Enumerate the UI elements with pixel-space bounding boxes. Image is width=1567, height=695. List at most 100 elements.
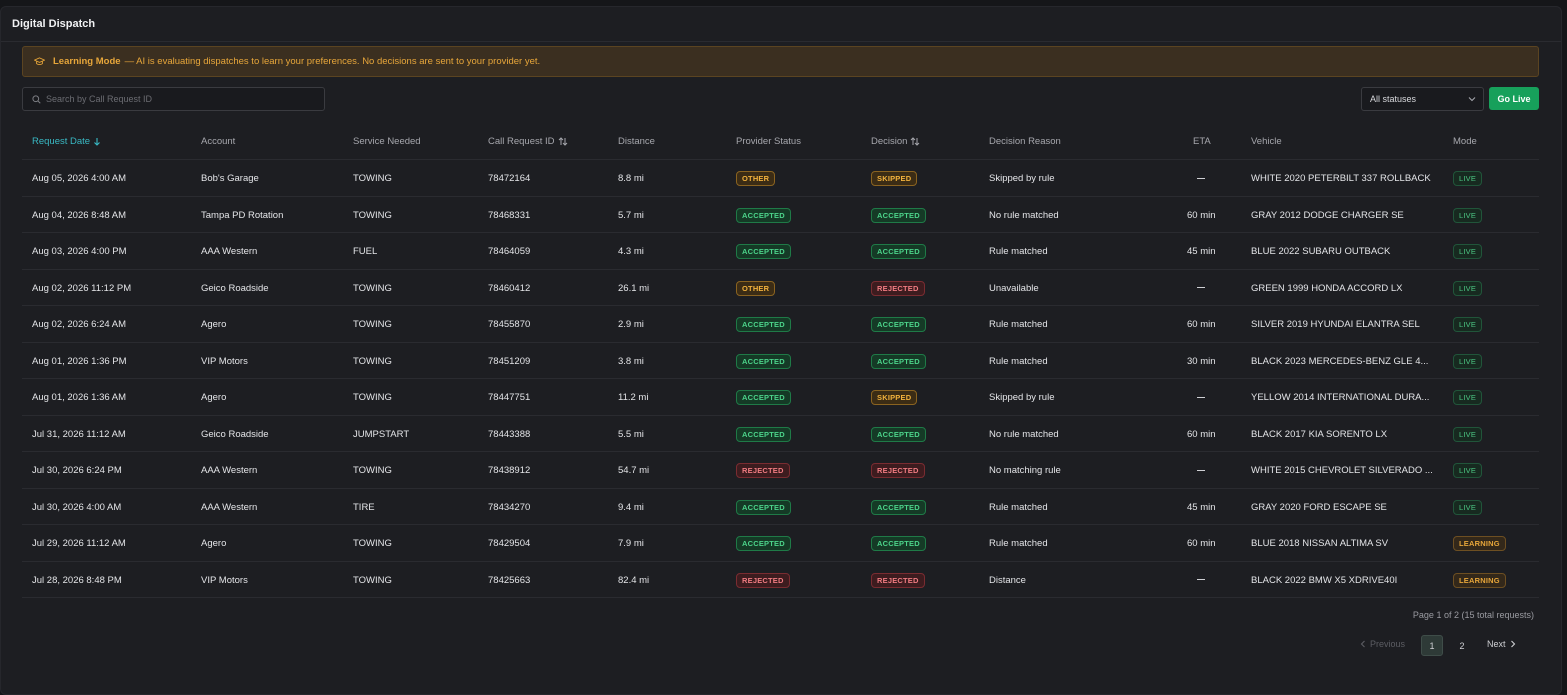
provider-status-badge: ACCEPTED — [736, 207, 791, 223]
mode-badge: LIVE — [1453, 390, 1483, 405]
cell-distance: 3.8 mi — [618, 355, 644, 367]
page-1-button[interactable]: 1 — [1421, 635, 1443, 656]
table-header: Request Date Account Service Needed Call… — [22, 124, 1539, 160]
table-row[interactable]: Aug 05, 2026 4:00 AM Bob's Garage TOWING 78… — [22, 160, 1539, 197]
col-request-date[interactable]: Request Date — [32, 136, 101, 147]
cell-vehicle: SILVER 2019 HYUNDAI ELANTRA SEL — [1251, 319, 1420, 330]
provider-status-badge: ACCEPTED — [736, 536, 791, 551]
mode-badge: LEARNING — [1453, 572, 1506, 588]
cell-decision-reason: No matching rule — [989, 465, 1061, 476]
cell-service: TOWING — [353, 282, 392, 294]
col-mode: Mode — [1453, 136, 1477, 147]
decision-badge: ACCEPTED — [871, 244, 926, 259]
cell-decision-reason: Rule matched — [989, 319, 1048, 330]
sort-desc-icon — [94, 138, 100, 146]
cell-vehicle: BLACK 2022 BMW X5 XDRIVE40I — [1251, 574, 1398, 586]
toolbar: All statuses Go Live — [22, 87, 1539, 111]
search-box[interactable] — [22, 87, 325, 111]
cell-call-id: 78455870 — [488, 319, 531, 330]
provider-status-badge: REJECTED — [736, 572, 790, 588]
dispatch-table: Request Date Account Service Needed Call… — [22, 124, 1539, 598]
table-row[interactable]: Aug 02, 2026 6:24 AM Agero TOWING 78455870 2… — [22, 306, 1539, 343]
provider-status-badge: ACCEPTED — [736, 426, 791, 442]
provider-status-badge: REJECTED — [736, 463, 790, 478]
page-2-button[interactable]: 2 — [1459, 640, 1465, 651]
cell-request-date: Aug 05, 2026 4:00 AM — [32, 173, 127, 184]
learning-mode-banner: Learning Mode — AI is evaluating dispatc… — [22, 46, 1539, 77]
col-eta: ETA — [1193, 136, 1211, 147]
col-decision[interactable]: Decision — [871, 136, 920, 147]
chevron-down-icon — [1468, 97, 1476, 102]
provider-status-badge: ACCEPTED — [736, 353, 791, 369]
table-row[interactable]: Aug 03, 2026 4:00 PM AAA Western FUEL 78464… — [22, 233, 1539, 270]
col-call-id[interactable]: Call Request ID — [488, 136, 568, 147]
cell-account: Geico Roadside — [201, 428, 269, 440]
cell-eta-empty — [1197, 575, 1205, 586]
cell-decision-reason: Rule matched — [989, 246, 1048, 257]
cell-service: FUEL — [353, 246, 378, 257]
provider-status-badge: ACCEPTED — [736, 499, 791, 515]
table-row[interactable]: Jul 30, 2026 4:00 AM AAA Western TIRE 78434… — [22, 489, 1539, 525]
table-row[interactable]: Aug 04, 2026 8:48 AM Tampa PD Rotation TOW… — [22, 197, 1539, 233]
cell-decision-reason: Unavailable — [989, 282, 1039, 294]
mode-badge: LIVE — [1453, 426, 1483, 442]
cell-decision-reason: Skipped by rule — [989, 173, 1055, 184]
cell-call-id: 78447751 — [488, 392, 531, 403]
cell-vehicle: BLACK 2023 MERCEDES-BENZ GLE 4... — [1251, 355, 1429, 367]
em-dash-icon — [1197, 396, 1205, 398]
go-live-button[interactable]: Go Live — [1489, 87, 1539, 110]
cell-request-date: Jul 29, 2026 11:12 AM — [32, 538, 126, 549]
table-row[interactable]: Jul 28, 2026 8:48 PM VIP Motors TOWING 7842… — [22, 562, 1539, 598]
cell-eta-empty — [1197, 392, 1205, 403]
decision-badge: ACCEPTED — [871, 499, 926, 515]
cell-eta: 45 min — [1187, 501, 1216, 513]
provider-status-badge: ACCEPTED — [736, 390, 791, 405]
table-row[interactable]: Jul 29, 2026 11:12 AM Agero TOWING 78429504… — [22, 525, 1539, 562]
cell-eta: 30 min — [1187, 355, 1216, 367]
cell-vehicle: WHITE 2020 PETERBILT 337 ROLLBACK — [1251, 173, 1431, 184]
cell-call-id: 78451209 — [488, 355, 531, 367]
cell-account: VIP Motors — [201, 355, 248, 367]
table-row[interactable]: Aug 02, 2026 11:12 PM Geico Roadside TOWIN… — [22, 270, 1539, 306]
cell-call-id: 78425663 — [488, 574, 531, 586]
cell-request-date: Jul 28, 2026 8:48 PM — [32, 574, 122, 586]
cell-account: Agero — [201, 538, 227, 549]
provider-status-badge: ACCEPTED — [736, 317, 791, 332]
cell-distance: 5.7 mi — [618, 209, 644, 221]
table-row[interactable]: Aug 01, 2026 1:36 AM Agero TOWING 78447751 1… — [22, 379, 1539, 416]
decision-badge: ACCEPTED — [871, 426, 926, 442]
cell-vehicle: BLUE 2022 SUBARU OUTBACK — [1251, 246, 1391, 257]
cell-account: AAA Western — [201, 465, 258, 476]
cell-service: TOWING — [353, 392, 392, 403]
col-call-id-label: Call Request ID — [488, 136, 555, 147]
col-distance: Distance — [618, 136, 655, 147]
cell-call-id: 78429504 — [488, 538, 531, 549]
status-filter-value: All statuses — [1370, 94, 1417, 104]
search-icon — [32, 94, 41, 104]
table-row[interactable]: Aug 01, 2026 1:36 PM VIP Motors TOWING 7845… — [22, 343, 1539, 379]
cell-vehicle: GRAY 2020 FORD ESCAPE SE — [1251, 501, 1387, 513]
search-input[interactable] — [46, 94, 306, 104]
cell-decision-reason: No rule matched — [989, 428, 1059, 440]
table-row[interactable]: Jul 31, 2026 11:12 AM Geico Roadside JUMPS… — [22, 416, 1539, 452]
cell-service: TOWING — [353, 355, 392, 367]
previous-page-button[interactable]: Previous — [1360, 639, 1405, 649]
cell-vehicle: GRAY 2012 DODGE CHARGER SE — [1251, 209, 1404, 221]
decision-badge: ACCEPTED — [871, 353, 926, 369]
page-header: Digital Dispatch — [1, 7, 1561, 42]
cell-request-date: Jul 30, 2026 6:24 PM — [32, 465, 122, 476]
table-body: Aug 05, 2026 4:00 AM Bob's Garage TOWING 78… — [22, 160, 1539, 598]
banner-message: — AI is evaluating dispatches to learn y… — [124, 56, 541, 67]
em-dash-icon — [1197, 177, 1205, 179]
cell-service: JUMPSTART — [353, 428, 410, 440]
next-page-label: Next — [1487, 639, 1506, 649]
graduation-cap-icon — [34, 57, 45, 66]
next-page-button[interactable]: Next — [1487, 639, 1516, 649]
em-dash-icon — [1197, 579, 1205, 581]
cell-decision-reason: Rule matched — [989, 501, 1048, 513]
banner-title: Learning Mode — [53, 56, 121, 67]
status-filter-select[interactable]: All statuses — [1361, 87, 1484, 111]
table-row[interactable]: Jul 30, 2026 6:24 PM AAA Western TOWING 784… — [22, 452, 1539, 489]
cell-eta: 45 min — [1187, 246, 1216, 257]
mode-badge: LEARNING — [1453, 536, 1506, 551]
